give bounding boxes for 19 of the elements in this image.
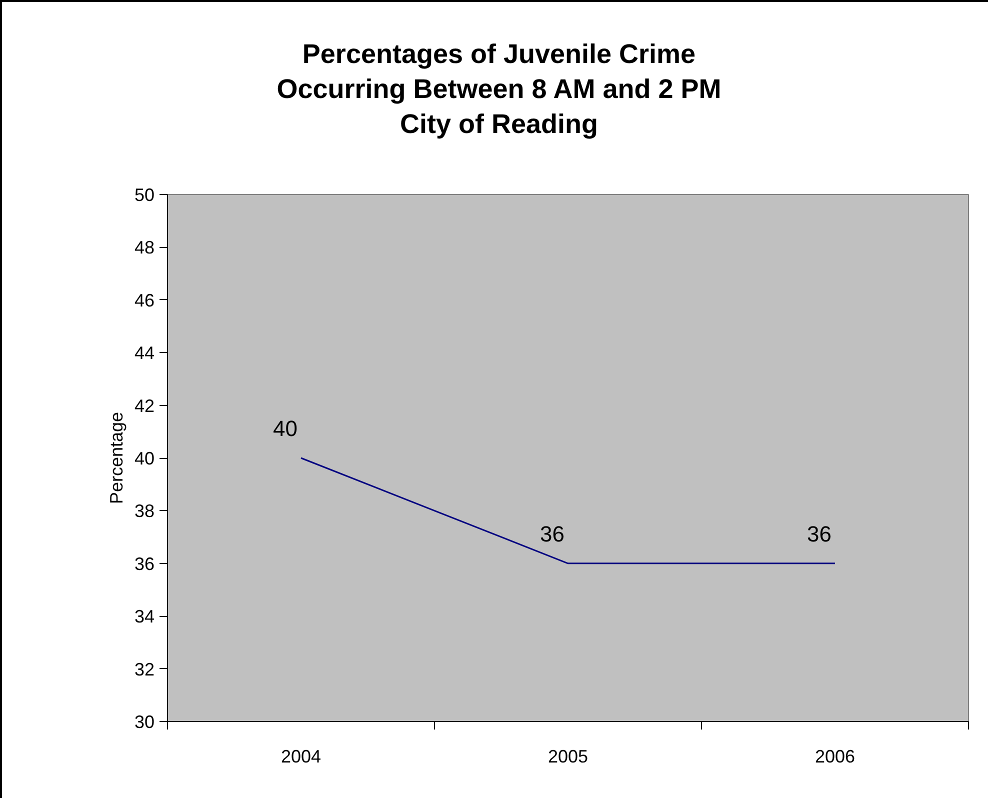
y-tick-label: 42: [134, 396, 155, 416]
y-tick-label: 36: [134, 554, 155, 574]
y-tick-label: 48: [134, 238, 155, 258]
x-tick-label: 2005: [548, 746, 588, 766]
x-tick-label: 2004: [280, 746, 322, 766]
y-tick-label: 38: [134, 501, 155, 522]
x-tick-label: 2006: [814, 746, 856, 766]
y-tick-label: 34: [134, 606, 155, 627]
data-label: 36: [540, 521, 564, 546]
data-label: 36: [807, 521, 832, 546]
y-tick-label: 40: [134, 448, 155, 468]
y-tick-label: 30: [134, 712, 155, 732]
y-axis-title: Percentage: [106, 412, 126, 504]
y-tick-label: 46: [134, 290, 155, 310]
y-tick-label: 32: [134, 659, 155, 680]
chart-title: Percentages of Juvenile Crime Occurring Between 8 AM and 2 PM City of Reading: [276, 38, 722, 142]
data-label: 40: [273, 416, 298, 441]
y-tick-label: 44: [134, 343, 155, 364]
y-tick-label: 50: [134, 185, 155, 205]
